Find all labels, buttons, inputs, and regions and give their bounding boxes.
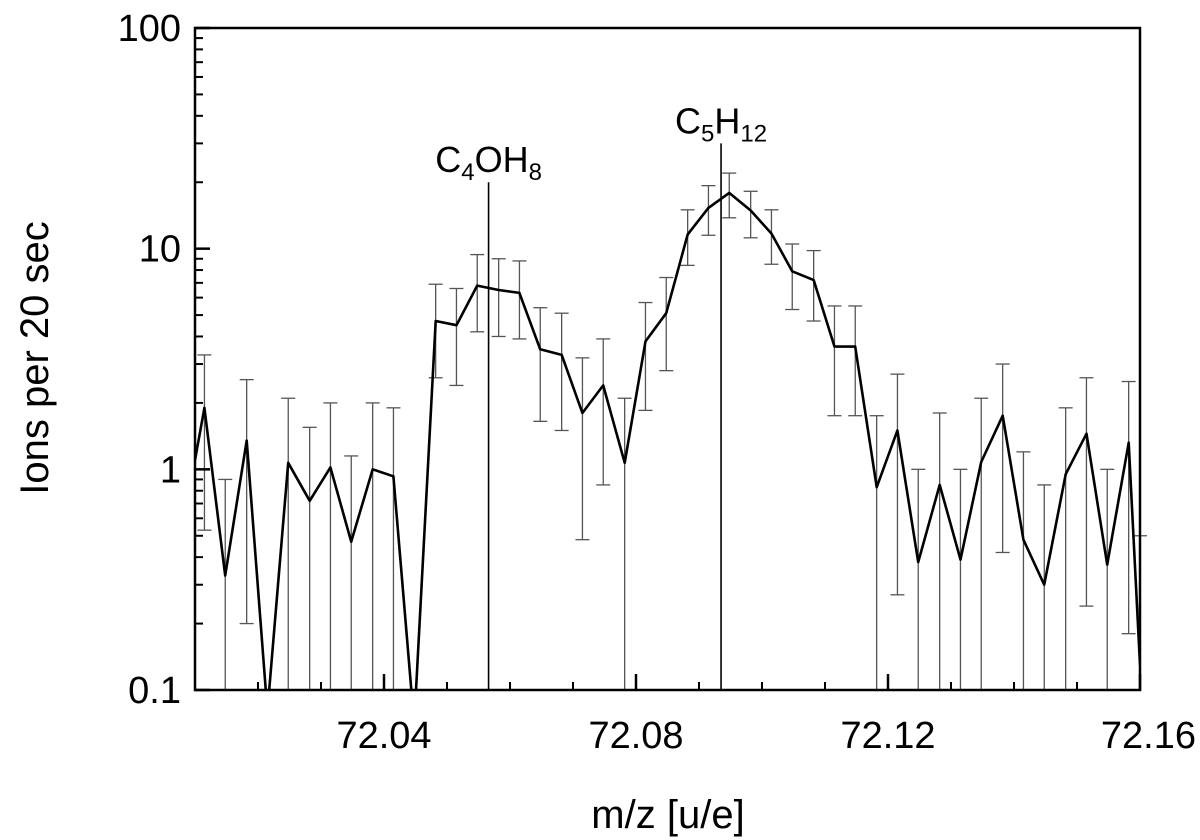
anno-mid: H bbox=[714, 100, 740, 141]
axis-ticks bbox=[194, 26, 1142, 692]
x-tick-labels: 72.04 72.08 72.12 72.16 bbox=[336, 715, 1196, 757]
annotation-c4oh8: C4OH8 bbox=[435, 139, 542, 186]
x-tick-label: 72.04 bbox=[336, 715, 431, 757]
y-tick-label: 0.1 bbox=[128, 670, 181, 712]
annotation-lines bbox=[487, 143, 722, 690]
y-tick-labels: 0.1 1 10 100 bbox=[118, 8, 181, 712]
anno-mid: OH bbox=[475, 139, 529, 180]
y-tick-label: 10 bbox=[139, 229, 181, 271]
error-bars bbox=[197, 172, 1147, 690]
series-lines bbox=[195, 191, 1140, 690]
x-tick-label: 72.08 bbox=[588, 715, 683, 757]
anno-sub1: 4 bbox=[461, 159, 474, 186]
x-tick-label: 72.12 bbox=[840, 715, 935, 757]
plot-frame bbox=[193, 26, 1142, 692]
y-tick-label: 100 bbox=[118, 8, 181, 50]
annotation-c5h12: C5H12 bbox=[675, 100, 767, 147]
anno-sub1: 5 bbox=[701, 120, 714, 147]
anno-sub2: 12 bbox=[740, 120, 767, 147]
x-axis-title: m/z [u/e] bbox=[591, 793, 744, 837]
series-line bbox=[195, 191, 1140, 690]
anno-sub2: 8 bbox=[529, 159, 542, 186]
y-tick-label: 1 bbox=[160, 449, 181, 491]
anno-base: C bbox=[675, 100, 701, 141]
x-tick-label: 72.16 bbox=[1101, 715, 1196, 757]
y-axis-title: Ions per 20 sec bbox=[13, 221, 57, 495]
anno-base: C bbox=[435, 139, 461, 180]
